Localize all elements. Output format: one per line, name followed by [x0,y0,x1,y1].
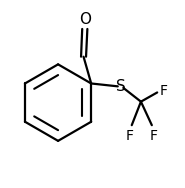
Text: F: F [125,129,133,143]
Text: O: O [79,12,91,27]
Text: S: S [116,79,126,94]
Text: F: F [160,84,168,98]
Text: F: F [149,129,157,143]
